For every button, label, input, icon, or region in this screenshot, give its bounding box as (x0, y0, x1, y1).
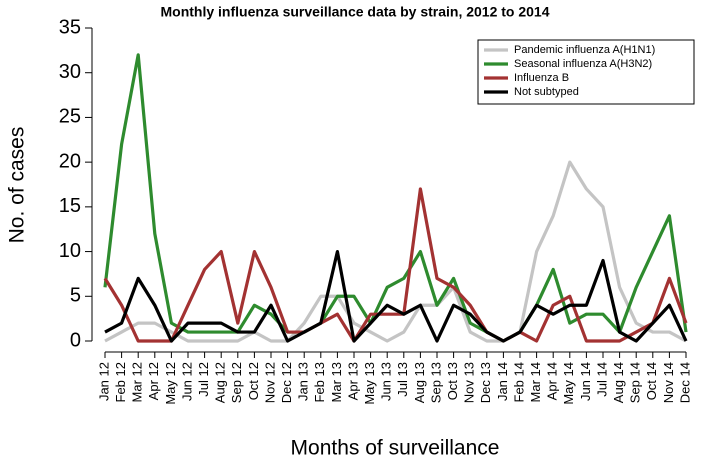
x-tick-label: Apr 14 (545, 362, 560, 400)
legend-label: Pandemic influenza A(H1N1) (514, 44, 655, 56)
x-tick-label: Feb 13 (312, 362, 327, 402)
x-tick-label: Jan 13 (296, 362, 311, 401)
x-tick-label: Mar 13 (329, 362, 344, 402)
legend-label: Seasonal influenza A(H3N2) (514, 58, 652, 70)
x-tick-label: Jul 14 (594, 362, 609, 397)
x-tick-label: Sep 13 (428, 362, 443, 403)
x-tick-label: Aug 12 (213, 362, 228, 403)
x-tick-label: Apr 13 (345, 362, 360, 400)
x-tick-label: Oct 13 (445, 362, 460, 400)
x-tick-label: Jun 13 (379, 362, 394, 401)
x-tick-label: Feb 14 (511, 362, 526, 402)
x-tick-label: Aug 14 (611, 362, 626, 403)
x-axis-label: Months of surveillance (291, 437, 500, 460)
x-tick-label: May 13 (362, 362, 377, 405)
legend-box (477, 39, 695, 105)
x-tick-label: Nov 13 (462, 362, 477, 403)
x-tick-label: Dec 13 (478, 362, 493, 403)
x-tick-label: Dec 12 (279, 362, 294, 403)
x-tick-label: Sep 14 (628, 362, 643, 403)
series-line (104, 249, 688, 343)
x-tick-label: Apr 12 (146, 362, 161, 400)
x-tick-label: Jan 12 (96, 362, 111, 401)
x-tick-label: Jan 14 (495, 362, 510, 401)
x-tick-label: Jul 13 (395, 362, 410, 397)
x-tick-label: Sep 12 (229, 362, 244, 403)
y-tick-label: 30 (59, 61, 81, 83)
y-tick-label: 35 (59, 16, 81, 38)
x-tick-label: Aug 13 (412, 362, 427, 403)
x-tick-label: Jul 12 (196, 362, 211, 397)
y-tick-label: 20 (59, 150, 81, 172)
y-tick-label: 15 (59, 195, 81, 217)
y-tick-label: 10 (59, 240, 81, 262)
x-tick-label: Nov 12 (262, 362, 277, 403)
series-line (103, 187, 688, 343)
y-tick-label: 5 (70, 285, 81, 307)
legend-label: Not subtyped (514, 86, 579, 98)
x-tick-label: Oct 14 (644, 362, 659, 400)
x-tick-label: Mar 12 (130, 362, 145, 402)
series-line (103, 53, 688, 343)
y-tick-label: 25 (59, 106, 81, 128)
legend-label: Influenza B (514, 72, 569, 84)
chart-title: Monthly influenza surveillance data by s… (160, 4, 549, 20)
x-tick-label: Nov 14 (661, 362, 676, 403)
y-axis-label: No. of cases (6, 127, 29, 244)
x-tick-label: Oct 12 (246, 362, 261, 400)
x-tick-label: Jun 14 (578, 362, 593, 401)
x-tick-label: May 14 (561, 362, 576, 405)
x-tick-label: May 12 (163, 362, 178, 405)
series-line (104, 160, 687, 343)
x-tick-label: Dec 14 (677, 362, 692, 403)
x-tick-label: Mar 14 (528, 362, 543, 402)
y-tick-label: 0 (70, 329, 81, 351)
x-tick-label: Feb 12 (113, 362, 128, 402)
x-tick-label: Jun 12 (179, 362, 194, 401)
